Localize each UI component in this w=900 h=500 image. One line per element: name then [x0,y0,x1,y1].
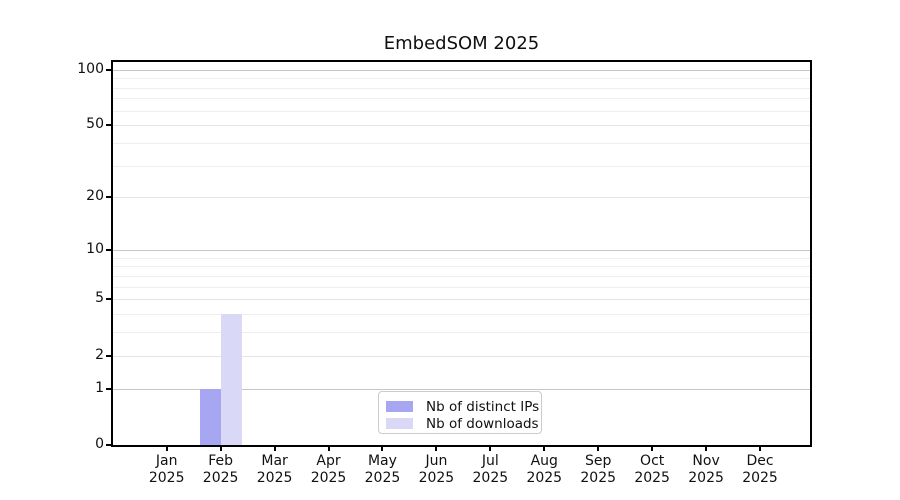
y-axis-tick [106,298,113,301]
gridline-minor [113,142,810,144]
x-axis-tick [651,445,654,451]
x-axis-tick [273,445,276,451]
x-axis-tick [435,445,438,451]
y-tick-label: 100 [77,60,104,77]
y-tick-label: 1 [95,379,104,396]
gridline-minor [113,332,810,334]
y-axis-tick [106,196,113,199]
y-axis-tick [106,68,113,71]
legend-item: Nb of distinct IPs [386,398,541,415]
y-tick-label: 10 [86,240,104,257]
gridline-minor [113,286,810,288]
x-tick-label: Mar 2025 [256,453,293,486]
x-axis-tick [759,445,762,451]
plot-inner [113,62,810,445]
x-axis-tick [705,445,708,451]
gridline-minor [113,87,810,89]
y-tick-label: 50 [86,116,104,133]
bar-nb-of-downloads [220,314,242,445]
x-axis-tick [597,445,600,451]
x-tick-label: Jun 2025 [418,453,455,486]
x-axis-tick [219,445,222,451]
legend-item: Nb of downloads [386,415,541,432]
x-tick-label: May 2025 [364,453,401,486]
gridline-major [113,388,810,390]
gridline-major [113,299,810,301]
gridline-minor [113,165,810,167]
x-tick-label: Dec 2025 [742,453,778,486]
y-tick-label: 2 [95,346,104,363]
legend-swatch [386,401,413,412]
x-tick-label: Jul 2025 [472,453,509,486]
gridline-major [113,249,810,251]
gridline-minor [113,266,810,268]
x-axis-tick [165,445,168,451]
x-axis-tick [543,445,546,451]
bar-nb-of-distinct-ips [199,388,221,445]
gridline-minor [113,257,810,259]
gridline-major [113,125,810,127]
y-axis-tick [106,354,113,357]
x-tick-label: Feb 2025 [202,453,239,486]
x-tick-label: Oct 2025 [634,453,670,486]
x-axis-tick [489,445,492,451]
y-tick-label: 5 [95,290,104,307]
y-axis-tick [106,124,113,127]
gridline-major [113,197,810,199]
legend-label: Nb of distinct IPs [426,398,540,415]
x-tick-label: Aug 2025 [526,453,563,486]
y-tick-label: 0 [95,436,104,452]
x-tick-label: Jan 2025 [148,453,185,486]
y-tick-label: 20 [86,188,104,205]
y-axis-tick [106,444,113,446]
legend: Nb of distinct IPs Nb of downloads [378,391,542,434]
gridline-major [113,355,810,357]
y-axis-tick [106,387,113,390]
legend-label: Nb of downloads [426,415,539,432]
gridline-minor [113,275,810,277]
gridline-minor [113,110,810,112]
gridline-major [113,69,810,71]
x-tick-label: Nov 2025 [688,453,724,486]
x-axis-tick [327,445,330,451]
x-tick-label: Apr 2025 [310,453,347,486]
x-axis-tick [381,445,384,451]
x-tick-label: Sep 2025 [580,453,617,486]
gridline-minor [113,314,810,316]
y-axis-tick [106,248,113,251]
gridline-minor [113,98,810,100]
chart-title: EmbedSOM 2025 [383,33,540,54]
gridline-minor [113,78,810,80]
legend-swatch [386,418,413,429]
